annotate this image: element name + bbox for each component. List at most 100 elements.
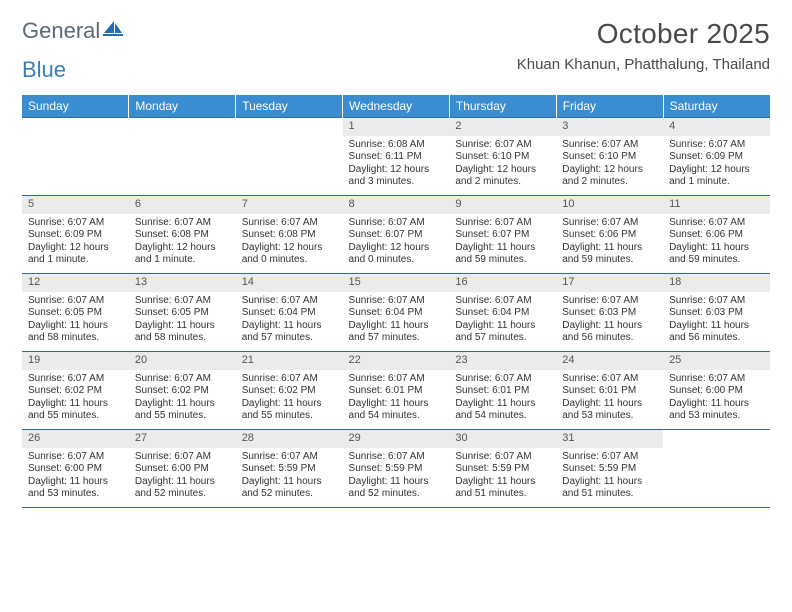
calendar-day-cell: 31Sunrise: 6:07 AMSunset: 5:59 PMDayligh… [556,430,663,508]
calendar-day-cell: 10Sunrise: 6:07 AMSunset: 6:06 PMDayligh… [556,196,663,274]
calendar-day-cell: 15Sunrise: 6:07 AMSunset: 6:04 PMDayligh… [343,274,450,352]
calendar-day-cell: 29Sunrise: 6:07 AMSunset: 5:59 PMDayligh… [343,430,450,508]
location-text: Khuan Khanun, Phatthalung, Thailand [517,56,770,73]
day-number: 8 [343,196,450,214]
calendar-day-cell: 26Sunrise: 6:07 AMSunset: 6:00 PMDayligh… [22,430,129,508]
calendar-empty-cell [236,118,343,196]
day-number: 25 [663,352,770,370]
day-details: Sunrise: 6:07 AMSunset: 6:01 PMDaylight:… [556,370,663,427]
calendar-day-cell: 11Sunrise: 6:07 AMSunset: 6:06 PMDayligh… [663,196,770,274]
day-details: Sunrise: 6:07 AMSunset: 6:02 PMDaylight:… [129,370,236,427]
day-details: Sunrise: 6:07 AMSunset: 6:09 PMDaylight:… [22,214,129,271]
day-details: Sunrise: 6:07 AMSunset: 6:00 PMDaylight:… [129,448,236,505]
day-details: Sunrise: 6:07 AMSunset: 6:01 PMDaylight:… [449,370,556,427]
calendar-day-cell: 30Sunrise: 6:07 AMSunset: 5:59 PMDayligh… [449,430,556,508]
day-details: Sunrise: 6:07 AMSunset: 6:00 PMDaylight:… [22,448,129,505]
calendar-empty-cell [129,118,236,196]
weekday-header: Sunday [22,95,129,118]
day-details: Sunrise: 6:07 AMSunset: 5:59 PMDaylight:… [343,448,450,505]
day-number: 14 [236,274,343,292]
day-number: 21 [236,352,343,370]
day-details: Sunrise: 6:07 AMSunset: 6:08 PMDaylight:… [129,214,236,271]
day-number: 7 [236,196,343,214]
calendar-day-cell: 19Sunrise: 6:07 AMSunset: 6:02 PMDayligh… [22,352,129,430]
day-number: 22 [343,352,450,370]
day-number: 6 [129,196,236,214]
logo-text-blue: Blue [22,57,66,83]
logo: General [22,18,123,44]
calendar-day-cell: 2Sunrise: 6:07 AMSunset: 6:10 PMDaylight… [449,118,556,196]
calendar-day-cell: 3Sunrise: 6:07 AMSunset: 6:10 PMDaylight… [556,118,663,196]
title-block: October 2025 Khuan Khanun, Phatthalung, … [517,18,770,73]
calendar-day-cell: 16Sunrise: 6:07 AMSunset: 6:04 PMDayligh… [449,274,556,352]
calendar-day-cell: 21Sunrise: 6:07 AMSunset: 6:02 PMDayligh… [236,352,343,430]
weekday-header: Tuesday [236,95,343,118]
weekday-header: Friday [556,95,663,118]
day-details: Sunrise: 6:07 AMSunset: 6:07 PMDaylight:… [343,214,450,271]
calendar-day-cell: 7Sunrise: 6:07 AMSunset: 6:08 PMDaylight… [236,196,343,274]
day-number: 3 [556,118,663,136]
day-number: 9 [449,196,556,214]
day-number: 1 [343,118,450,136]
day-details: Sunrise: 6:07 AMSunset: 5:59 PMDaylight:… [556,448,663,505]
day-details: Sunrise: 6:07 AMSunset: 6:03 PMDaylight:… [663,292,770,349]
calendar-week-row: 12Sunrise: 6:07 AMSunset: 6:05 PMDayligh… [22,274,770,352]
calendar-week-row: 1Sunrise: 6:08 AMSunset: 6:11 PMDaylight… [22,118,770,196]
day-number: 15 [343,274,450,292]
day-number: 29 [343,430,450,448]
day-details: Sunrise: 6:07 AMSunset: 6:09 PMDaylight:… [663,136,770,193]
day-number: 12 [22,274,129,292]
day-number: 24 [556,352,663,370]
calendar-day-cell: 20Sunrise: 6:07 AMSunset: 6:02 PMDayligh… [129,352,236,430]
calendar-day-cell: 27Sunrise: 6:07 AMSunset: 6:00 PMDayligh… [129,430,236,508]
calendar-day-cell: 12Sunrise: 6:07 AMSunset: 6:05 PMDayligh… [22,274,129,352]
calendar-day-cell: 25Sunrise: 6:07 AMSunset: 6:00 PMDayligh… [663,352,770,430]
day-number: 30 [449,430,556,448]
calendar-week-row: 26Sunrise: 6:07 AMSunset: 6:00 PMDayligh… [22,430,770,508]
calendar-page: General October 2025 Khuan Khanun, Phatt… [0,0,792,518]
calendar-day-cell: 4Sunrise: 6:07 AMSunset: 6:09 PMDaylight… [663,118,770,196]
day-number: 13 [129,274,236,292]
day-number: 18 [663,274,770,292]
day-details: Sunrise: 6:07 AMSunset: 6:03 PMDaylight:… [556,292,663,349]
day-details: Sunrise: 6:07 AMSunset: 6:02 PMDaylight:… [236,370,343,427]
day-details: Sunrise: 6:07 AMSunset: 6:04 PMDaylight:… [236,292,343,349]
month-title: October 2025 [517,18,770,50]
day-number: 20 [129,352,236,370]
day-number: 26 [22,430,129,448]
calendar-day-cell: 17Sunrise: 6:07 AMSunset: 6:03 PMDayligh… [556,274,663,352]
calendar-head: SundayMondayTuesdayWednesdayThursdayFrid… [22,95,770,118]
day-details: Sunrise: 6:07 AMSunset: 6:07 PMDaylight:… [449,214,556,271]
day-details: Sunrise: 6:07 AMSunset: 6:05 PMDaylight:… [129,292,236,349]
calendar-day-cell: 14Sunrise: 6:07 AMSunset: 6:04 PMDayligh… [236,274,343,352]
calendar-week-row: 19Sunrise: 6:07 AMSunset: 6:02 PMDayligh… [22,352,770,430]
day-details: Sunrise: 6:07 AMSunset: 6:04 PMDaylight:… [343,292,450,349]
logo-text-general: General [22,18,100,44]
calendar-day-cell: 9Sunrise: 6:07 AMSunset: 6:07 PMDaylight… [449,196,556,274]
calendar-day-cell: 18Sunrise: 6:07 AMSunset: 6:03 PMDayligh… [663,274,770,352]
day-number: 28 [236,430,343,448]
day-number: 4 [663,118,770,136]
day-number: 31 [556,430,663,448]
calendar-day-cell: 5Sunrise: 6:07 AMSunset: 6:09 PMDaylight… [22,196,129,274]
weekday-row: SundayMondayTuesdayWednesdayThursdayFrid… [22,95,770,118]
calendar-empty-cell [663,430,770,508]
calendar-day-cell: 28Sunrise: 6:07 AMSunset: 5:59 PMDayligh… [236,430,343,508]
day-number: 27 [129,430,236,448]
day-number: 16 [449,274,556,292]
calendar-week-row: 5Sunrise: 6:07 AMSunset: 6:09 PMDaylight… [22,196,770,274]
calendar-empty-cell [22,118,129,196]
day-details: Sunrise: 6:07 AMSunset: 6:01 PMDaylight:… [343,370,450,427]
weekday-header: Monday [129,95,236,118]
calendar-table: SundayMondayTuesdayWednesdayThursdayFrid… [22,95,770,508]
calendar-body: 1Sunrise: 6:08 AMSunset: 6:11 PMDaylight… [22,118,770,509]
day-details: Sunrise: 6:07 AMSunset: 6:10 PMDaylight:… [449,136,556,193]
weekday-header: Saturday [663,95,770,118]
calendar-day-cell: 22Sunrise: 6:07 AMSunset: 6:01 PMDayligh… [343,352,450,430]
calendar-day-cell: 8Sunrise: 6:07 AMSunset: 6:07 PMDaylight… [343,196,450,274]
day-details: Sunrise: 6:07 AMSunset: 5:59 PMDaylight:… [449,448,556,505]
day-number: 2 [449,118,556,136]
day-details: Sunrise: 6:07 AMSunset: 5:59 PMDaylight:… [236,448,343,505]
calendar-day-cell: 1Sunrise: 6:08 AMSunset: 6:11 PMDaylight… [343,118,450,196]
day-details: Sunrise: 6:07 AMSunset: 6:05 PMDaylight:… [22,292,129,349]
